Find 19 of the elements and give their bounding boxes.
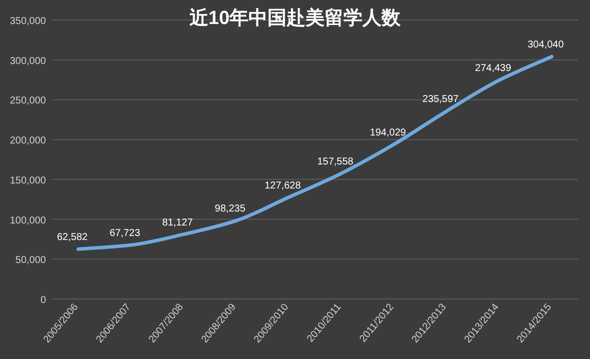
data-label: 62,582	[57, 232, 88, 244]
y-tick-label: 200,000	[10, 136, 46, 147]
data-label: 304,040	[528, 40, 564, 51]
chart-title: 近10年中国赴美留学人数	[188, 7, 402, 29]
y-tick-label: 150,000	[10, 175, 46, 186]
data-label: 274,439	[475, 63, 512, 74]
y-tick-label: 300,000	[10, 56, 46, 67]
data-label: 98,235	[214, 204, 246, 215]
y-tick-label: 100,000	[10, 215, 46, 226]
y-tick-label: 50,000	[15, 255, 46, 266]
data-label: 235,597	[422, 94, 460, 106]
y-tick-label: 0	[40, 295, 46, 306]
data-label: 127,628	[264, 180, 302, 192]
data-label: 81,127	[162, 217, 194, 228]
y-tick-label: 350,000	[10, 16, 46, 27]
data-label: 157,558	[317, 156, 354, 168]
data-label: 67,723	[110, 228, 141, 240]
data-label: 194,029	[370, 127, 406, 138]
y-tick-label: 250,000	[10, 96, 46, 107]
